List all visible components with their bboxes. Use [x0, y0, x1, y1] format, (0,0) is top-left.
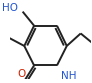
Text: O: O	[17, 69, 25, 79]
Text: HO: HO	[2, 3, 18, 14]
Text: NH: NH	[61, 71, 77, 81]
